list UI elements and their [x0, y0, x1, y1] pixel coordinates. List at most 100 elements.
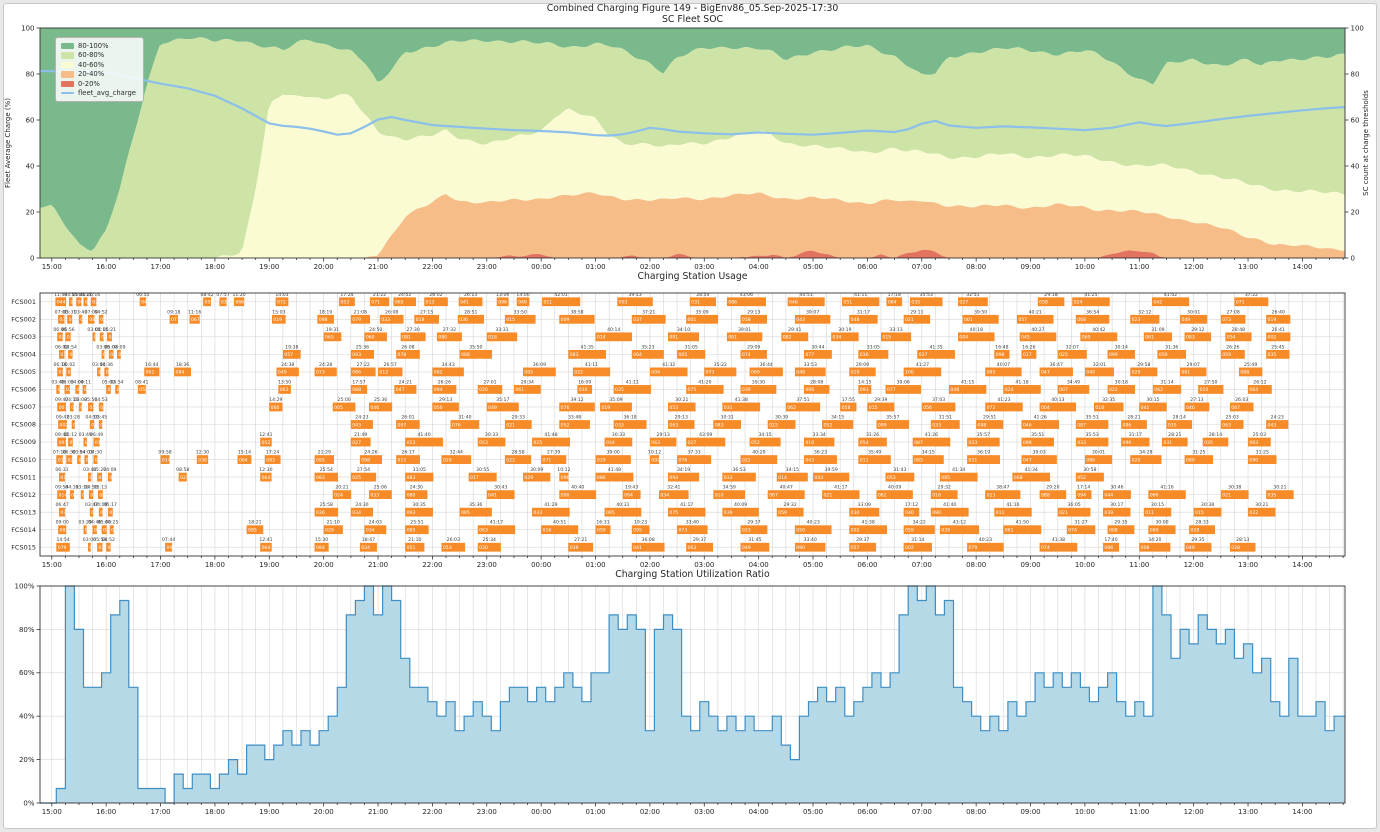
usage-bar: 14:29 060 — [269, 397, 283, 412]
usage-bar-duration: 05:17 — [104, 502, 117, 508]
xtick-label: 20:00 — [314, 561, 334, 569]
usage-bar: 34:10 091 — [668, 327, 699, 342]
usage-bar-duration: 07:44 — [162, 537, 175, 543]
usage-bar-duration: 26:40 — [1272, 309, 1285, 315]
usage-bar-id: 027 — [959, 300, 968, 306]
usage-bar-duration: 40:13 — [1051, 397, 1064, 403]
usage-bar: 09:00 082 — [56, 520, 69, 535]
usage-bar: 34:15 052 — [749, 432, 781, 447]
usage-bar: 31:45 049 — [740, 537, 770, 552]
usage-bar-duration: 29:41 — [788, 327, 801, 333]
usage-bar-id: 083 — [316, 475, 325, 481]
xtick-label: 09:00 — [1020, 263, 1040, 271]
usage-bar: 05:12 018 — [64, 432, 78, 447]
usage-bar-id: 022 — [506, 457, 515, 463]
usage-bar-duration: 05:59 — [93, 537, 106, 543]
usage-bar-duration: 41:38 — [1052, 537, 1065, 543]
usage-bar: 24:28 073 — [314, 362, 337, 377]
usage-bar-duration: 17:18 — [888, 292, 901, 298]
usage-bar-id: 021 — [1222, 492, 1231, 498]
usage-bar: 25:36 046 — [368, 397, 393, 412]
usage-bar-duration: 27:15 — [420, 309, 433, 315]
usage-bar-duration: 17:24 — [266, 450, 279, 456]
usage-bar-id: 095 — [606, 510, 615, 516]
usage-bar: 04:53 036 — [94, 397, 109, 412]
usage-bar-duration: 35:17 — [496, 397, 509, 403]
usage-bar-duration: 24:50 — [369, 327, 382, 333]
usage-bar-id: 082 — [60, 528, 69, 534]
usage-bar-id: 053 — [340, 300, 349, 306]
usage-bar-duration: 08:41 — [135, 379, 148, 385]
usage-bar-id: 031 — [724, 405, 733, 411]
usage-bar-id: 022 — [103, 528, 112, 534]
usage-bar-duration: 26:57 — [384, 362, 397, 368]
xtick-label: 22:00 — [422, 263, 442, 271]
xtick-label: 09:00 — [1020, 808, 1040, 816]
usage-bar-duration: 38:47 — [996, 485, 1009, 491]
usage-bar: 04:36 031 — [100, 362, 115, 377]
usage-bar-id: 011 — [996, 510, 1005, 516]
usage-bar: 17:40 086 — [1103, 537, 1120, 552]
util-ytick: 60% — [19, 669, 35, 677]
usage-bar-id: 035 — [109, 475, 118, 481]
usage-bar-id: 005 — [95, 457, 104, 463]
usage-bar-id: 094 — [1077, 492, 1086, 498]
usage-bar: 08:58 021 — [176, 467, 189, 482]
usage-bar-id: 041 — [460, 300, 469, 306]
usage-bar-id: 027 — [100, 317, 109, 323]
usage-bar: 27:15 018 — [414, 309, 439, 324]
usage-bar: 04:09 012 — [71, 379, 86, 394]
usage-bar-duration: 41:35 — [581, 344, 594, 350]
usage-bar-duration: 28:54 — [696, 292, 709, 298]
usage-bar-id: 088 — [1240, 370, 1249, 376]
usage-bar-duration: 04:09 — [71, 379, 84, 385]
usage-bar-id: 062 — [787, 405, 796, 411]
usage-bar: 27:21 039 — [568, 537, 594, 552]
usage-bar-duration: 25:00 — [337, 397, 350, 403]
usage-bar-id: 034 — [361, 545, 370, 551]
station-label: FCS014 — [11, 526, 36, 534]
usage-bar-id: 064 — [1249, 387, 1258, 393]
usage-bar-id: 094 — [669, 475, 678, 481]
soc-ytick-right: 0 — [1351, 254, 1355, 262]
usage-bar-duration: 35:49 — [868, 450, 881, 456]
usage-bar-id: 044 — [57, 300, 66, 306]
xtick-label: 06:00 — [857, 808, 877, 816]
usage-bar-id: 024 — [1005, 387, 1014, 393]
usage-bar-id: 016 — [932, 492, 941, 498]
xtick-label: 04:00 — [749, 561, 769, 569]
usage-bar-duration: 10:12 — [648, 450, 661, 456]
usage-bar-duration: 26:12 — [1253, 379, 1266, 385]
xtick-label: 01:00 — [585, 561, 605, 569]
usage-bar-id: 020 — [1132, 457, 1141, 463]
usage-bar-duration: 40:14 — [607, 327, 620, 333]
usage-bar: 28:08 096 — [803, 379, 830, 394]
usage-bar-id: 041 — [141, 300, 150, 306]
usage-bar: 03:49 015 — [79, 432, 94, 447]
usage-bar-duration: 32:41 — [667, 485, 680, 491]
usage-bar: 30:14 099 — [1107, 344, 1135, 359]
usage-bar-duration: 21:22 — [373, 292, 386, 298]
usage-bar-duration: 30:01 — [1187, 309, 1200, 315]
usage-bar-duration: 19:31 — [326, 327, 339, 333]
usage-bar-duration: 29:12 — [1191, 327, 1204, 333]
usage-bar: 17:57 088 — [350, 379, 368, 394]
usage-bar-duration: 29:58 — [1137, 362, 1150, 368]
usage-bar-duration: 18:36 — [176, 362, 189, 368]
usage-bar-duration: 24:52 — [398, 292, 411, 298]
usage-bar-id: 039 — [67, 335, 76, 341]
usage-bar-id: 039 — [742, 387, 751, 393]
usage-bar-id: 043 — [111, 528, 120, 534]
legend-line-swatch — [61, 92, 74, 95]
usage-bar-duration: 32:35 — [1102, 397, 1115, 403]
usage-bar-id: 031 — [106, 370, 115, 376]
usage-bar-id: 077 — [887, 387, 896, 393]
